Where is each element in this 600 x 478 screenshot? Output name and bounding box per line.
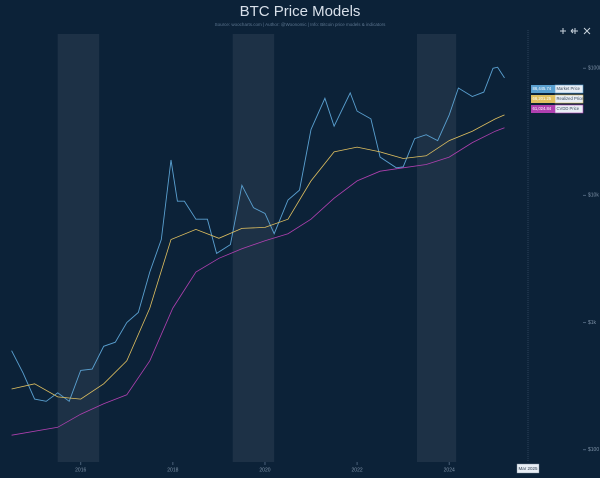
tag-value-box	[531, 95, 555, 103]
series-line	[11, 66, 505, 403]
hover-date: Mar 2025	[518, 466, 538, 471]
shaded-band	[57, 34, 100, 462]
x-tick-label: 2024	[444, 467, 455, 473]
shaded-band	[232, 34, 275, 462]
tag-value: 86,445.74	[533, 86, 552, 91]
series-tag: 66,201.25 Realized Price	[531, 94, 585, 104]
x-tick-label: 2016	[75, 467, 86, 473]
pan-icon[interactable]	[570, 28, 578, 34]
tag-value: 66,201.25	[533, 96, 552, 101]
tag-name-box	[554, 104, 584, 114]
tag-value: 61,024.84	[533, 106, 552, 111]
legend-label: Market Price	[557, 86, 581, 91]
y-tick-label: $100	[588, 447, 599, 453]
y-tick-label: $100k	[588, 66, 600, 72]
legend-label: CVDD Price	[557, 106, 580, 111]
tag-value-box	[531, 105, 555, 113]
series-tag: 61,024.84 CVDD Price	[531, 104, 584, 114]
zoom-icon[interactable]	[560, 28, 566, 34]
chart-title: BTC Price Models	[240, 3, 361, 20]
x-tick-label: 2020	[259, 467, 270, 473]
y-tick-label: $1k	[588, 320, 597, 326]
tag-value-box	[531, 85, 555, 93]
y-tick-label: $10k	[588, 193, 599, 199]
legend-label: Realized Price	[557, 96, 585, 101]
chart-subtitle: Source: woocharts.com | Author: @Woonomi…	[215, 22, 386, 27]
shaded-band	[416, 34, 457, 462]
x-tick-label: 2018	[167, 467, 178, 473]
series-tag: 86,445.74 Market Price	[531, 84, 584, 94]
tag-name-box	[554, 94, 584, 104]
series-line	[11, 114, 505, 400]
hover-date-box	[516, 463, 540, 474]
tag-name-box	[554, 84, 584, 94]
series-line	[11, 127, 505, 436]
toolbar[interactable]	[560, 27, 591, 35]
x-tick-label: 2022	[352, 467, 363, 473]
reset-icon[interactable]	[583, 27, 591, 35]
